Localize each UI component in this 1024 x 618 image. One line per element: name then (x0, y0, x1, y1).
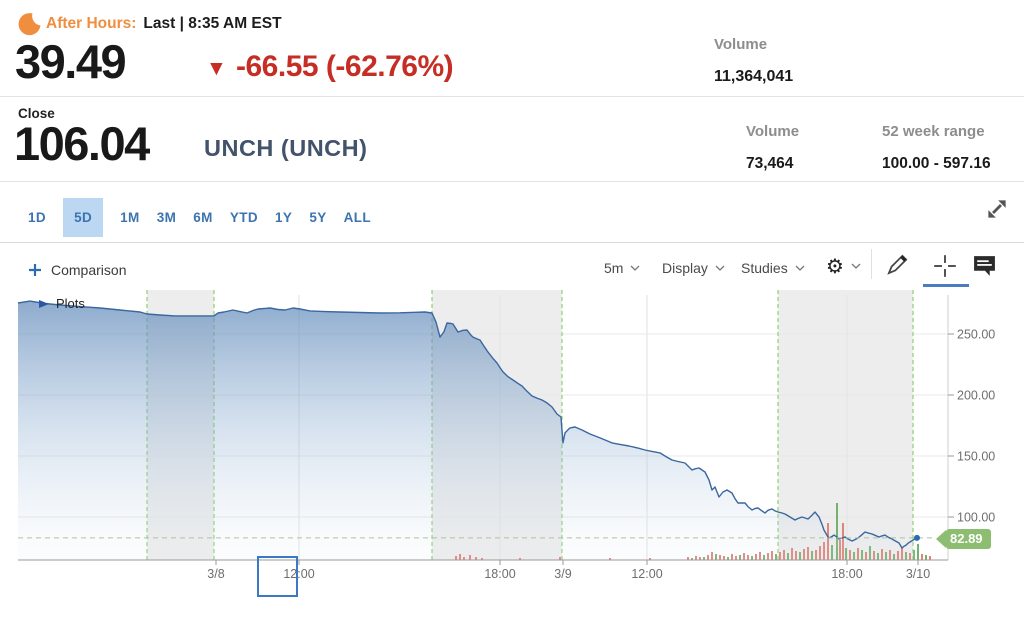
x-axis-label: 3/10 (906, 567, 930, 581)
interval-dropdown[interactable]: 5m (604, 260, 640, 276)
after-hours-change: -66.55 (-62.76%) (236, 50, 454, 83)
week-range-label: 52 week range (882, 123, 985, 140)
last-timestamp: Last | 8:35 AM EST (143, 15, 282, 32)
expand-chart-icon[interactable] (983, 195, 1011, 223)
x-axis-label: 12:00 (631, 567, 662, 581)
tab-1d[interactable]: 1D (28, 209, 47, 225)
volume-bar (921, 554, 923, 560)
divider (0, 242, 1024, 243)
plus-icon (29, 264, 41, 276)
x-axis-label: 3/8 (207, 567, 224, 581)
y-axis-label: 250.00 (957, 328, 995, 342)
display-dropdown[interactable]: Display (662, 260, 725, 276)
plots-label: Plots (56, 296, 85, 311)
badge-value: 82.89 (946, 529, 991, 549)
x-axis-label: 12:00 (283, 567, 314, 581)
close-volume-value: 73,464 (746, 155, 794, 172)
after-hours-price: 39.49 (15, 35, 127, 88)
tab-ytd[interactable]: YTD (229, 209, 259, 225)
last-price-dot (914, 534, 920, 541)
tab-all[interactable]: ALL (343, 209, 372, 225)
studies-label: Studies (741, 260, 788, 276)
tab-1m[interactable]: 1M (120, 209, 140, 225)
studies-dropdown[interactable]: Studies (741, 260, 805, 276)
volume-bar (836, 503, 838, 560)
moon-icon (18, 13, 41, 36)
tab-3m[interactable]: 3M (156, 209, 177, 225)
range-tabs: 1D 5D 1M 3M 6M YTD 1Y 5Y ALL (28, 196, 371, 238)
comment-icon[interactable] (972, 254, 997, 277)
gear-icon: ⚙ (826, 254, 844, 278)
x-axis-label: 18:00 (484, 567, 515, 581)
down-arrow-icon: ▼ (206, 57, 227, 80)
plots-arrow-icon (39, 299, 49, 308)
week-range-value: 100.00 - 597.16 (882, 155, 991, 172)
x-axis-label: 18:00 (831, 567, 862, 581)
close-label: Close (18, 106, 55, 121)
tab-5y[interactable]: 5Y (309, 209, 327, 225)
y-axis-label: 150.00 (957, 450, 995, 464)
x-axis-label: 3/9 (554, 567, 571, 581)
close-price: 106.04 (14, 117, 150, 170)
tab-6m[interactable]: 6M (193, 209, 213, 225)
display-label: Display (662, 260, 708, 276)
toolbar-separator (871, 249, 872, 279)
settings-dropdown[interactable]: ⚙ (826, 254, 861, 278)
divider (0, 181, 1024, 182)
axis-selection-rect (257, 556, 298, 597)
volume-value: 11,364,041 (714, 68, 794, 85)
last-price-badge: 82.89 (936, 529, 991, 549)
chevron-down-icon (795, 265, 805, 271)
chevron-down-icon (851, 263, 861, 269)
close-volume-label: Volume (746, 123, 800, 140)
price-line (17, 300, 918, 549)
session-zone (778, 290, 913, 560)
active-tool-indicator (923, 284, 969, 287)
y-axis-label: 200.00 (957, 389, 995, 403)
after-hours-label: After Hours: (46, 15, 137, 32)
tab-1y[interactable]: 1Y (275, 209, 293, 225)
comparison-label: Comparison (51, 262, 127, 278)
tab-5d[interactable]: 5D (63, 197, 104, 237)
price-area (18, 301, 917, 560)
volume-bar (929, 556, 931, 560)
interval-label: 5m (604, 260, 624, 276)
badge-arrow (936, 530, 946, 548)
after-hours-row: After Hours: Last | 8:35 AM EST (46, 15, 282, 33)
plots-toggle[interactable]: Plots (38, 296, 85, 311)
volume-bar (917, 544, 919, 560)
comparison-button[interactable]: Comparison (28, 262, 126, 278)
chevron-down-icon (715, 265, 725, 271)
crosshair-icon[interactable] (932, 253, 958, 279)
chevron-down-icon (630, 265, 640, 271)
divider (0, 96, 1024, 97)
volume-bar (925, 555, 927, 560)
draw-pencil-icon[interactable] (884, 252, 910, 278)
y-axis-label: 100.00 (957, 511, 995, 525)
volume-label: Volume (714, 36, 768, 53)
close-change: UNCH (UNCH) (204, 135, 368, 161)
